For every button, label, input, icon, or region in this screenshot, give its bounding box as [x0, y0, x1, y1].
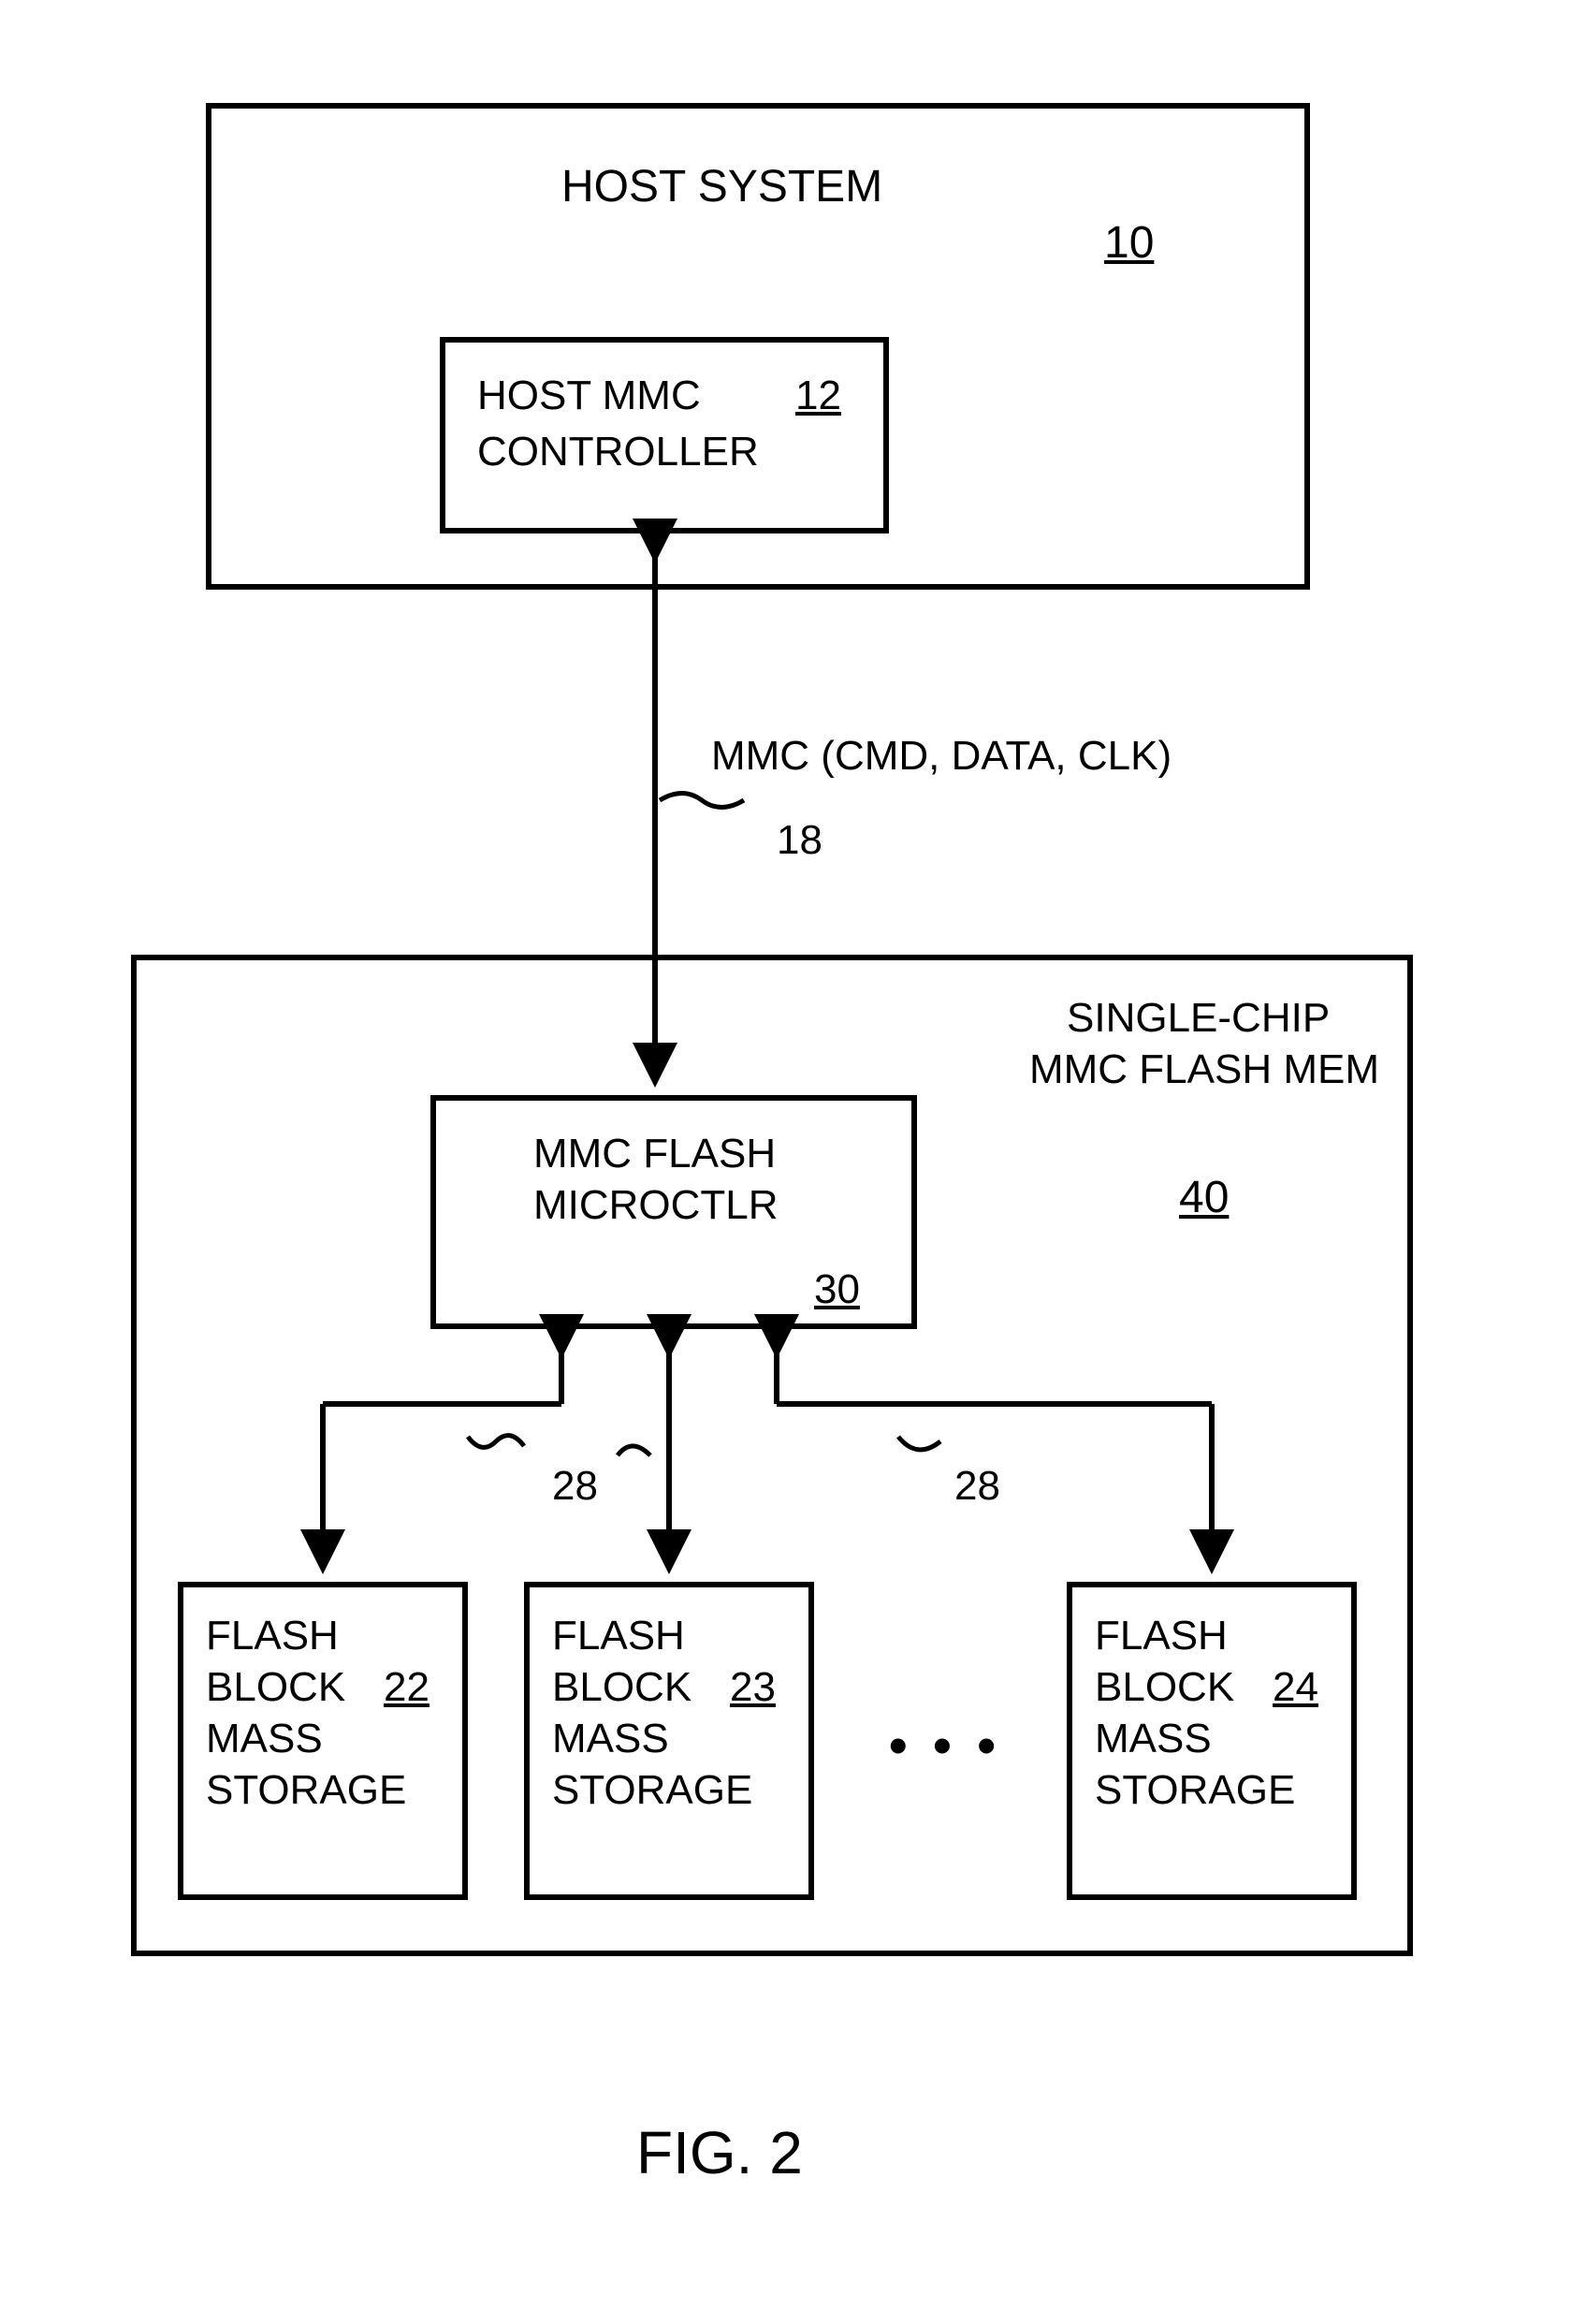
chip-title-line2: MMC FLASH MEM	[1029, 1044, 1379, 1095]
chip-ref: 40	[1179, 1170, 1229, 1226]
host-controller-line1: HOST MMC	[477, 370, 701, 421]
flash-block-2-line4: STORAGE	[1095, 1764, 1295, 1816]
internal-bus-ref-right: 28	[954, 1460, 1000, 1512]
flash-block-1-line1: FLASH	[552, 1610, 685, 1661]
flash-block-2-line3: MASS	[1095, 1713, 1212, 1764]
flash-block-0-line3: MASS	[206, 1713, 323, 1764]
host-controller-line2: CONTROLLER	[477, 426, 759, 477]
figure-caption: FIG. 2	[636, 2115, 803, 2190]
host-system-ref: 10	[1104, 215, 1154, 271]
internal-bus-ref-left: 28	[552, 1460, 598, 1512]
flash-block-1-ref: 23	[730, 1661, 776, 1713]
flash-block-0-line4: STORAGE	[206, 1764, 406, 1816]
flash-block-2-ref: 24	[1273, 1661, 1318, 1713]
microctlr-ref: 30	[814, 1264, 860, 1315]
microctlr-line1: MMC FLASH	[533, 1128, 776, 1179]
bus-ref: 18	[777, 814, 822, 866]
flash-block-1-line2: BLOCK	[552, 1661, 691, 1713]
flash-block-2-line2: BLOCK	[1095, 1661, 1234, 1713]
host-controller-ref: 12	[795, 370, 841, 421]
flash-block-2-line1: FLASH	[1095, 1610, 1228, 1661]
ellipsis: • • •	[889, 1713, 1001, 1778]
host-system-title: HOST SYSTEM	[561, 159, 882, 215]
flash-block-1-line4: STORAGE	[552, 1764, 752, 1816]
chip-title-line1: SINGLE-CHIP	[1067, 992, 1330, 1044]
flash-block-0-ref: 22	[384, 1661, 429, 1713]
bus-label: MMC (CMD, DATA, CLK)	[711, 730, 1172, 782]
flash-block-0-line1: FLASH	[206, 1610, 339, 1661]
microctlr-line2: MICROCTLR	[533, 1179, 779, 1231]
bus-ref-squiggle	[660, 794, 744, 808]
flash-block-0-line2: BLOCK	[206, 1661, 345, 1713]
flash-block-1-line3: MASS	[552, 1713, 669, 1764]
